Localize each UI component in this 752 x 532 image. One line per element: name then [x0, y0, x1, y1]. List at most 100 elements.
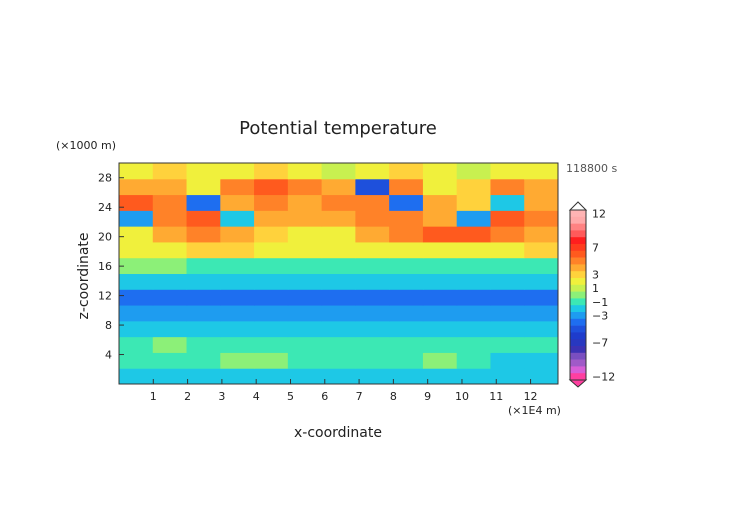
colorbar-swatch [570, 223, 586, 231]
y-axis-label: z-coordinate [76, 232, 92, 319]
heatmap-cell [152, 368, 188, 385]
heatmap-cell [119, 226, 154, 243]
x-tick-label: 7 [356, 390, 363, 403]
y-tick-label: 20 [98, 231, 112, 244]
heatmap-cell [186, 226, 221, 243]
heatmap-cell [422, 352, 458, 369]
colorbar-swatch [570, 230, 586, 238]
heatmap-cell [389, 178, 424, 196]
colorbar-swatch [570, 216, 586, 224]
heatmap-cell [524, 320, 559, 338]
heatmap-cell [422, 226, 458, 243]
x-tick-label: 10 [455, 390, 469, 403]
heatmap-cell [490, 336, 525, 353]
y-tick-label: 28 [98, 172, 112, 185]
heatmap-cell [220, 226, 255, 243]
heatmap-cell [220, 336, 255, 353]
heatmap-cell [254, 305, 289, 322]
heatmap-cell [490, 273, 525, 290]
x-axis-label: x-coordinate [294, 425, 382, 441]
heatmap-cell [186, 320, 221, 338]
heatmap-cell [254, 273, 289, 290]
heatmap-cell [220, 289, 255, 306]
heatmap-cell [287, 336, 323, 353]
heatmap-cell [389, 289, 424, 306]
colorbar-swatch [570, 366, 586, 374]
heatmap-cell [355, 163, 390, 180]
heatmap-cell [321, 289, 356, 306]
colorbar-label: −7 [592, 337, 608, 350]
heatmap-cell [186, 178, 221, 196]
heatmap-cell [490, 289, 525, 306]
colorbar-label: 1 [592, 282, 599, 295]
x-tick-label: 11 [489, 390, 503, 403]
heatmap-cell [490, 194, 525, 211]
heatmap-cell [321, 194, 356, 211]
heatmap-cell [490, 226, 525, 243]
colorbar-swatch [570, 318, 586, 326]
heatmap-cell [287, 163, 323, 180]
heatmap-cell [119, 194, 154, 211]
colorbar-label: 7 [592, 241, 599, 254]
colorbar-swatch [570, 257, 586, 265]
chart-title: Potential temperature [239, 118, 437, 139]
y-tick-label: 8 [105, 319, 112, 332]
heatmap-cell [152, 352, 188, 369]
colorbar-swatch [570, 210, 586, 218]
colorbar-swatch [570, 346, 586, 354]
heatmap-cell [186, 241, 221, 259]
heatmap-cell [254, 210, 289, 227]
heatmap-cell [186, 257, 221, 274]
heatmap-cell [152, 194, 188, 211]
colorbar-swatch [570, 291, 586, 299]
heatmap-cell [186, 336, 221, 353]
heatmap-cell [490, 241, 525, 259]
heatmap-cell [254, 368, 289, 385]
heatmap-cell [524, 163, 559, 180]
y-tick-label: 4 [105, 349, 112, 362]
heatmap-cell [119, 241, 154, 259]
heatmap-cell [355, 178, 390, 196]
heatmap-cell [287, 226, 323, 243]
heatmap-cell [524, 352, 559, 369]
heatmap-cell [456, 210, 491, 227]
heatmap-cell [389, 163, 424, 180]
x-tick-label: 6 [321, 390, 328, 403]
heatmap-cell [389, 336, 424, 353]
heatmap-cell [119, 368, 154, 385]
heatmap-cell [456, 336, 491, 353]
heatmap-cell [119, 210, 154, 227]
heatmap-cell [422, 163, 458, 180]
heatmap-cell [389, 320, 424, 338]
heatmap-cell [355, 305, 390, 322]
heatmap-cell [389, 368, 424, 385]
heatmap-cell [186, 194, 221, 211]
heatmap-cell [389, 194, 424, 211]
heatmap-cell [119, 305, 154, 322]
heatmap-cell [119, 257, 154, 274]
heatmap-cell [524, 368, 559, 385]
heatmap-cell [254, 320, 289, 338]
colorbar-swatch [570, 298, 586, 306]
heatmap-cell [389, 305, 424, 322]
heatmap-cell [524, 257, 559, 274]
colorbar: 12 7 31−1−3 −7 −12 [568, 201, 615, 388]
colorbar-swatch [570, 352, 586, 360]
heatmap-cell [287, 289, 323, 306]
heatmap-cell [220, 163, 255, 180]
heatmap-cell [119, 289, 154, 306]
heatmap-cell [220, 257, 255, 274]
heatmap-cell [321, 368, 356, 385]
x-tick-label: 5 [287, 390, 294, 403]
colorbar-bottom-arrow [568, 379, 588, 388]
heatmap-cell [456, 257, 491, 274]
x-tick-label: 8 [390, 390, 397, 403]
heatmap-cell [186, 368, 221, 385]
colorbar-label: −1 [592, 296, 608, 309]
heatmap-cell [220, 305, 255, 322]
heatmap-cell [524, 194, 559, 211]
heatmap-cell [490, 210, 525, 227]
time-label: 118800 s [566, 162, 617, 175]
x-tick-label: 3 [218, 390, 225, 403]
